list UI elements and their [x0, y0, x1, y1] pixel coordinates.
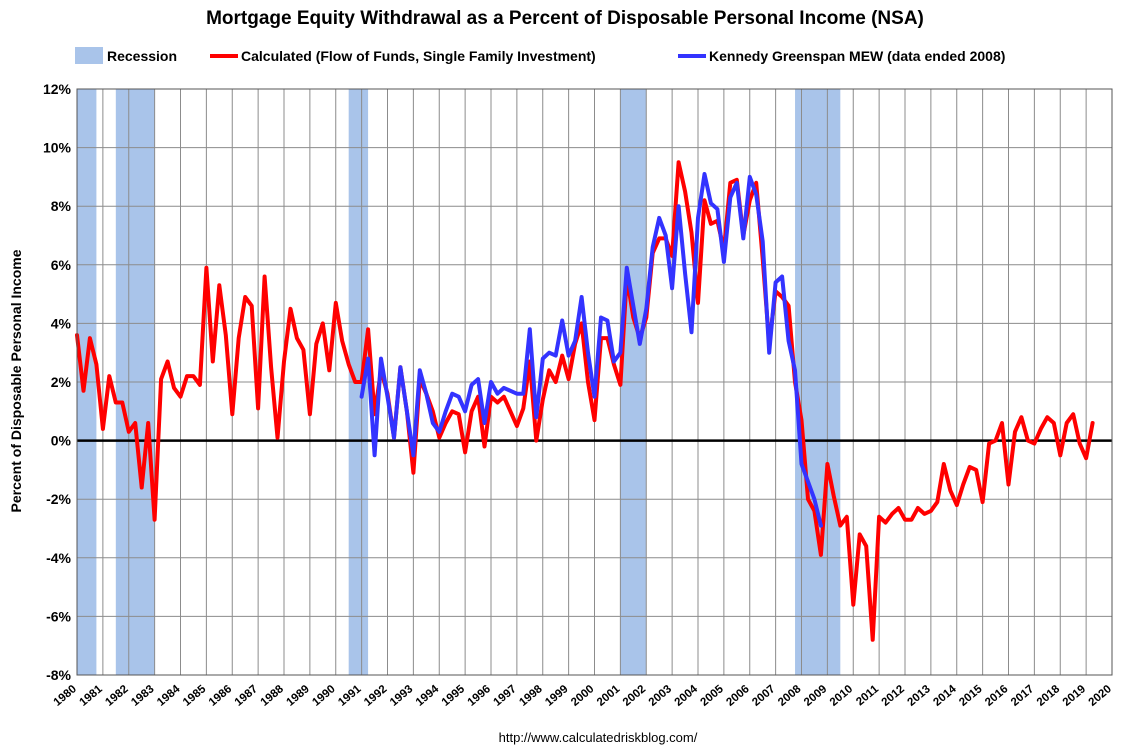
y-tick-label: -6%	[46, 608, 71, 624]
legend-calculated-label: Calculated (Flow of Funds, Single Family…	[241, 48, 596, 64]
x-tick-label: 2000	[569, 683, 596, 709]
x-tick-label: 2011	[854, 683, 881, 709]
legend-kennedy-label: Kennedy Greenspan MEW (data ended 2008)	[709, 48, 1005, 64]
x-tick-label: 2004	[673, 683, 701, 709]
x-tick-labels: 1980198119821983198419851986198719881989…	[52, 683, 1114, 709]
y-tick-label: 0%	[51, 433, 72, 449]
x-tick-label: 2018	[1035, 683, 1063, 709]
x-tick-label: 2019	[1061, 683, 1088, 709]
plot-frame	[76, 88, 1113, 676]
y-axis-label: Percent of Disposable Personal Income	[8, 249, 24, 512]
x-tick-label: 1999	[543, 683, 570, 709]
x-tick-label: 1982	[103, 683, 130, 709]
chart-title: Mortgage Equity Withdrawal as a Percent …	[206, 8, 924, 29]
series-line-calculated	[75, 160, 1095, 642]
x-tick-label: 1986	[207, 683, 234, 709]
x-tick-label: 1990	[310, 683, 337, 709]
x-tick-label: 2006	[724, 683, 751, 709]
y-tick-label: 8%	[51, 198, 72, 214]
legend: Recession Calculated (Flow of Funds, Sin…	[75, 47, 1005, 64]
x-tick-label: 1989	[284, 683, 311, 709]
x-tick-label: 2020	[1087, 683, 1114, 709]
x-tick-label: 1994	[414, 683, 442, 709]
x-tick-label: 2016	[983, 683, 1010, 709]
x-tick-label: 1983	[129, 683, 156, 709]
series-line-kennedy	[359, 172, 823, 528]
x-tick-label: 1981	[77, 683, 105, 709]
x-tick-label: 2015	[957, 683, 985, 709]
x-tick-label: 2017	[1009, 683, 1036, 709]
x-tick-label: 2008	[776, 683, 804, 709]
x-tick-label: 2010	[828, 683, 855, 709]
x-tick-label: 2002	[621, 683, 648, 709]
y-tick-label: 2%	[51, 374, 72, 390]
x-tick-label: 1985	[181, 683, 209, 709]
y-tick-label: 4%	[51, 315, 72, 331]
x-tick-label: 1993	[388, 683, 415, 709]
series-lines	[75, 160, 1095, 642]
x-tick-label: 1996	[466, 683, 493, 709]
x-tick-label: 1995	[440, 683, 468, 709]
x-tick-label: 2014	[931, 683, 959, 709]
legend-recession-label: Recession	[107, 48, 177, 64]
x-tick-label: 1998	[517, 683, 545, 709]
x-tick-label: 2005	[698, 683, 726, 709]
x-tick-label: 1987	[233, 683, 260, 709]
x-tick-label: 1988	[259, 683, 287, 709]
y-tick-labels: -8% -6% -4% -2% 0% 2% 4% 6% 8% 10% 12%	[43, 81, 72, 683]
x-tick-label: 2001	[595, 683, 623, 709]
footer-url: http://www.calculatedriskblog.com/	[499, 730, 698, 745]
x-tick-label: 1997	[491, 683, 518, 709]
y-tick-label: 10%	[43, 140, 72, 156]
x-tick-label: 2007	[750, 683, 777, 709]
x-tick-label: 2003	[647, 683, 674, 709]
x-tick-label: 1984	[155, 683, 183, 709]
x-tick-label: 2009	[802, 683, 829, 709]
y-tick-label: -4%	[46, 550, 71, 566]
legend-recession-swatch	[75, 47, 103, 64]
x-tick-label: 1991	[336, 683, 364, 709]
y-tick-label: 12%	[43, 81, 72, 97]
y-tick-label: 6%	[51, 257, 72, 273]
y-tick-label: -2%	[46, 491, 71, 507]
y-tick-label: -8%	[46, 667, 71, 683]
plot-border	[76, 88, 1113, 676]
x-tick-label: 1980	[52, 683, 79, 709]
x-tick-label: 1992	[362, 683, 389, 709]
x-tick-label: 2012	[880, 683, 907, 709]
x-tick-label: 2013	[905, 683, 932, 709]
